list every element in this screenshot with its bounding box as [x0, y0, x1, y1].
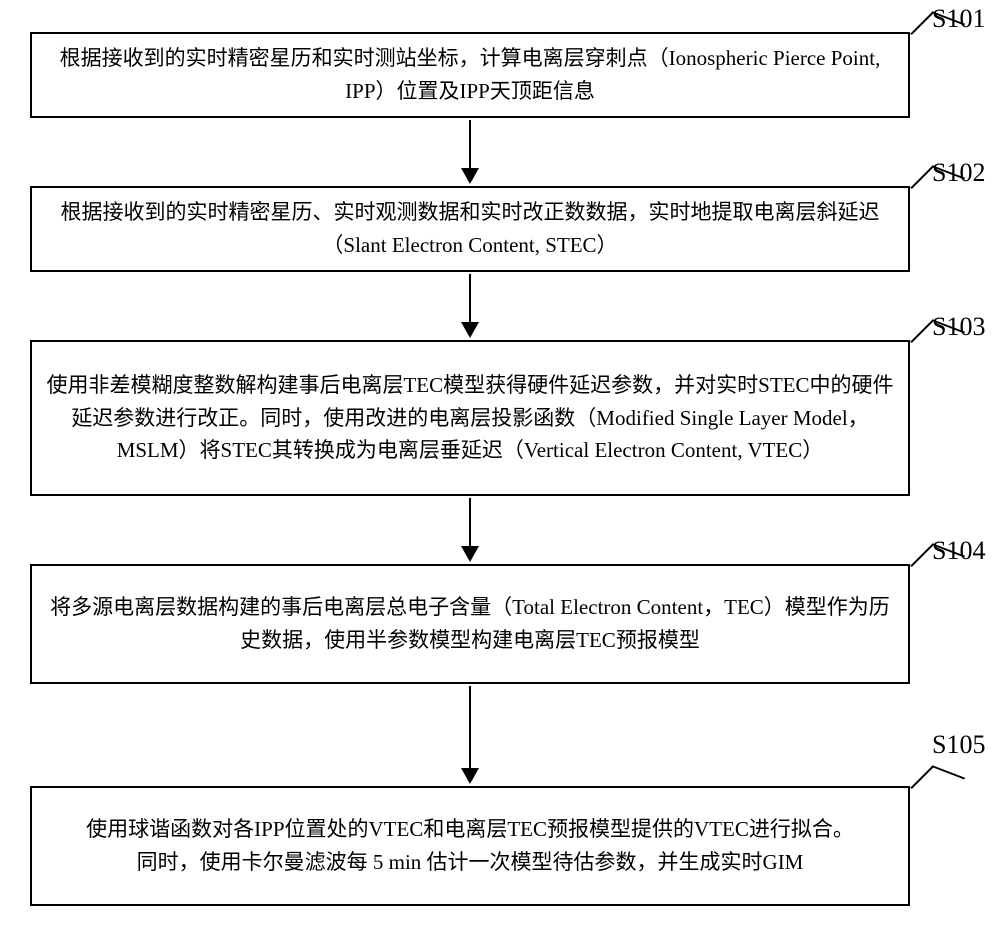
arrow-head [461, 546, 479, 562]
label-tick-s105 [910, 765, 965, 800]
step-box-s101: 根据接收到的实时精密星历和实时测站坐标，计算电离层穿刺点（Ionospheric… [30, 32, 910, 118]
flowchart-canvas: 根据接收到的实时精密星历和实时测站坐标，计算电离层穿刺点（Ionospheric… [0, 0, 1000, 929]
step-box-s105: 使用球谐函数对各IPP位置处的VTEC和电离层TEC预报模型提供的VTEC进行拟… [30, 786, 910, 906]
step-box-s102: 根据接收到的实时精密星历、实时观测数据和实时改正数数据，实时地提取电离层斜延迟（… [30, 186, 910, 272]
step-text: 使用非差模糊度整数解构建事后电离层TEC模型获得硬件延迟参数，并对实时STEC中… [46, 369, 894, 467]
arrow-s102-s103 [469, 274, 471, 322]
arrow-s103-s104 [469, 498, 471, 546]
arrow-head [461, 322, 479, 338]
arrow-s101-s102 [469, 120, 471, 168]
step-label-s102: S102 [932, 158, 985, 188]
step-text: 使用球谐函数对各IPP位置处的VTEC和电离层TEC预报模型提供的VTEC进行拟… [86, 813, 854, 878]
step-label-s103: S103 [932, 312, 985, 342]
step-label-s101: S101 [932, 4, 985, 34]
arrow-head [461, 168, 479, 184]
arrow-head [461, 768, 479, 784]
step-label-s105: S105 [932, 730, 985, 760]
step-text: 将多源电离层数据构建的事后电离层总电子含量（Total Electron Con… [46, 591, 894, 656]
step-text: 根据接收到的实时精密星历、实时观测数据和实时改正数数据，实时地提取电离层斜延迟（… [46, 196, 894, 261]
step-text: 根据接收到的实时精密星历和实时测站坐标，计算电离层穿刺点（Ionospheric… [46, 42, 894, 107]
step-box-s104: 将多源电离层数据构建的事后电离层总电子含量（Total Electron Con… [30, 564, 910, 684]
arrow-s104-s105 [469, 686, 471, 768]
step-label-s104: S104 [932, 536, 985, 566]
step-box-s103: 使用非差模糊度整数解构建事后电离层TEC模型获得硬件延迟参数，并对实时STEC中… [30, 340, 910, 496]
